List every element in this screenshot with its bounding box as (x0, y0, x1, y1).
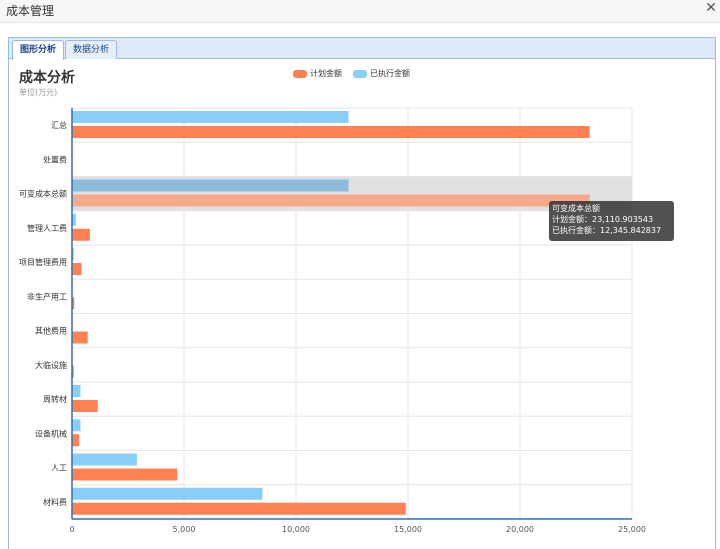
bar-planned (72, 297, 75, 310)
bar-executed (72, 213, 76, 226)
bar-planned (72, 400, 98, 412)
window-titlebar: 成本管理 ✕ (0, 0, 720, 23)
y-category-label: 其他费用 (35, 326, 67, 336)
legend-item-planned[interactable]: 计划金额 (293, 68, 342, 80)
bar-planned (72, 468, 178, 481)
y-category-label: 材料费 (43, 497, 67, 507)
bar-planned (72, 126, 590, 138)
y-category-label: 可变成本总额 (19, 189, 67, 199)
x-tick-label: 25,000 (618, 525, 646, 534)
x-tick-label: 5,000 (173, 525, 196, 534)
tab-graph-analysis[interactable]: 图形分析 (12, 40, 64, 60)
y-category-label: 管理人工费 (27, 223, 67, 233)
close-icon[interactable]: ✕ (705, 0, 717, 16)
x-tick-label: 0 (69, 525, 74, 534)
bar-planned (72, 434, 80, 447)
bar-planned (72, 365, 74, 378)
chart-unit-label: 单位(万元) (19, 88, 58, 97)
tab-bar: 图形分析 数据分析 (9, 38, 715, 60)
legend-swatch-executed (353, 69, 367, 78)
bar-executed (72, 385, 81, 397)
bar-executed (72, 179, 349, 192)
bar-planned (72, 331, 88, 344)
bar-executed (72, 248, 74, 260)
y-category-label: 周转材 (43, 394, 67, 404)
legend-label-planned: 计划金额 (310, 69, 342, 78)
bar-planned (72, 502, 406, 515)
legend-label-executed: 已执行金额 (370, 69, 410, 78)
bar-planned (72, 194, 590, 207)
legend-swatch-planned (293, 69, 307, 78)
window-title: 成本管理 (6, 4, 55, 18)
x-tick-label: 15,000 (394, 525, 422, 534)
bar-executed (72, 419, 81, 432)
y-category-label: 项目管理费用 (19, 257, 67, 267)
y-category-label: 设备机械 (35, 428, 67, 438)
legend-item-executed[interactable]: 已执行金额 (353, 68, 410, 80)
tab-data-analysis[interactable]: 数据分析 (65, 40, 117, 59)
bar-executed (72, 453, 137, 466)
x-tick-label: 20,000 (506, 525, 534, 534)
y-category-label: 人工 (51, 464, 67, 473)
y-category-label: 大临设施 (35, 360, 67, 370)
tooltip-planned-line: 计划金额：23,110.903543 (552, 215, 654, 224)
chart-title: 成本分析 (19, 70, 75, 86)
tooltip-category: 可变成本总额 (552, 204, 600, 213)
bar-executed (72, 487, 263, 500)
y-category-label: 处置费 (43, 154, 67, 164)
y-category-label: 非生产用工 (27, 291, 67, 301)
bar-planned (72, 263, 82, 275)
bar-planned (72, 228, 90, 241)
x-tick-label: 10,000 (282, 525, 310, 534)
bar-executed (72, 111, 349, 123)
tooltip-executed-line: 已执行金额：12,345.842837 (552, 226, 662, 235)
chart-tooltip: 可变成本总额 计划金额：23,110.903543 已执行金额：12,345.8… (549, 201, 674, 241)
y-category-label: 汇总 (51, 120, 67, 130)
